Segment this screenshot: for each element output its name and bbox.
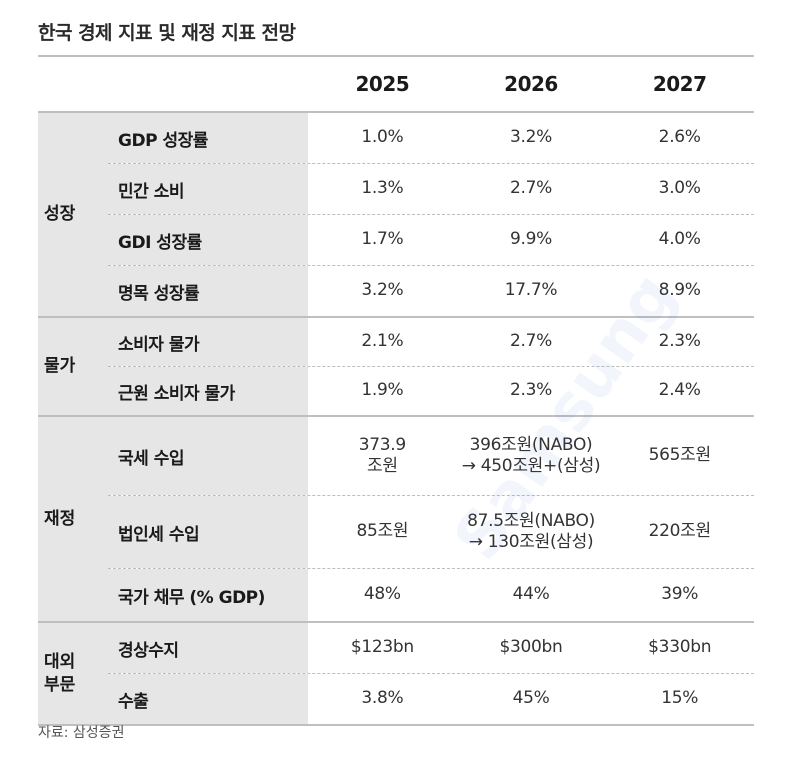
- cell: 3.2%: [510, 127, 552, 148]
- cell: 1.0%: [361, 127, 404, 148]
- row-label: 국가 채무 (% GDP): [108, 569, 308, 621]
- row-label: 명목 성장률: [108, 266, 308, 316]
- table-row: 소비자 물가 2.1% 2.7% 2.3%: [108, 318, 754, 366]
- group-fiscal: 재정 국세 수입 373.9 조원 396조원(NABO) → 450조원+(삼…: [38, 415, 754, 621]
- cell: $330bn: [648, 637, 712, 658]
- year-header: 2027: [652, 72, 707, 96]
- cell: 2.3%: [510, 380, 552, 401]
- cell: 2.7%: [510, 331, 552, 352]
- group-label: 재정: [38, 417, 108, 621]
- cell: 9.9%: [510, 229, 552, 250]
- cell: 220조원: [648, 521, 712, 542]
- cell: 3.2%: [361, 280, 404, 301]
- row-label: 소비자 물가: [108, 318, 308, 366]
- row-label: GDP 성장률: [108, 113, 308, 163]
- header-row: 2025 2026 2027: [38, 57, 754, 111]
- table-row: 명목 성장률 3.2% 17.7% 8.9%: [108, 265, 754, 316]
- table-row: GDI 성장률 1.7% 9.9% 4.0%: [108, 214, 754, 265]
- cell: $123bn: [350, 637, 414, 658]
- group-prices: 물가 소비자 물가 2.1% 2.7% 2.3% 근원 소비자 물가 1.9% …: [38, 316, 754, 415]
- cell: 2.7%: [510, 178, 552, 199]
- table-row: 경상수지 $123bn $300bn $330bn: [108, 623, 754, 673]
- cell: 17.7%: [504, 280, 558, 301]
- page-title: 한국 경제 지표 및 재정 지표 전망: [38, 22, 296, 44]
- cell: 2.3%: [658, 331, 701, 352]
- cell: 2.4%: [658, 380, 701, 401]
- group-label: 성장: [38, 113, 108, 316]
- row-label: GDI 성장률: [108, 215, 308, 265]
- table-row: 국세 수입 373.9 조원 396조원(NABO) → 450조원+(삼성) …: [108, 417, 754, 495]
- table-row: GDP 성장률 1.0% 3.2% 2.6%: [108, 113, 754, 163]
- table-bottom-rule: [38, 724, 754, 726]
- cell: 45%: [512, 688, 550, 709]
- cell: 4.0%: [658, 229, 701, 250]
- row-label: 법인세 수입: [108, 496, 308, 568]
- cell: 39%: [661, 584, 699, 605]
- cell: 373.9 조원: [358, 434, 406, 476]
- cell: 15%: [661, 688, 699, 709]
- row-label: 수출: [108, 674, 308, 724]
- table-row: 수출 3.8% 45% 15%: [108, 673, 754, 724]
- cell: 87.5조원(NABO) → 130조원(삼성): [467, 510, 595, 552]
- group-external: 대외 부문 경상수지 $123bn $300bn $330bn 수출 3.8% …: [38, 621, 754, 724]
- cell: 565조원: [648, 445, 712, 466]
- source-note: 자료: 삼성증권: [38, 725, 125, 741]
- group-label: 대외 부문: [38, 623, 108, 724]
- outlook-table: 2025 2026 2027 성장 GDP 성장률 1.0% 3.2% 2.6%…: [38, 55, 754, 726]
- group-growth: 성장 GDP 성장률 1.0% 3.2% 2.6% 민간 소비 1.3% 2.7…: [38, 111, 754, 316]
- table-row: 국가 채무 (% GDP) 48% 44% 39%: [108, 568, 754, 621]
- cell: 8.9%: [658, 280, 701, 301]
- cell: 1.3%: [361, 178, 404, 199]
- table-row: 근원 소비자 물가 1.9% 2.3% 2.4%: [108, 366, 754, 415]
- cell: 3.8%: [361, 688, 404, 709]
- cell: 85조원: [356, 521, 409, 542]
- year-header: 2025: [355, 72, 410, 96]
- cell: 1.9%: [361, 380, 404, 401]
- row-label: 근원 소비자 물가: [108, 367, 308, 415]
- cell: 1.7%: [361, 229, 404, 250]
- cell: 44%: [512, 584, 550, 605]
- table-row: 민간 소비 1.3% 2.7% 3.0%: [108, 163, 754, 214]
- row-label: 민간 소비: [108, 164, 308, 214]
- row-label: 국세 수입: [108, 417, 308, 495]
- group-label: 물가: [38, 318, 108, 415]
- cell: 3.0%: [658, 178, 701, 199]
- cell: 2.6%: [658, 127, 701, 148]
- year-header: 2026: [504, 72, 558, 96]
- row-label: 경상수지: [108, 623, 308, 673]
- cell: 396조원(NABO) → 450조원+(삼성): [461, 434, 601, 476]
- table-row: 법인세 수입 85조원 87.5조원(NABO) → 130조원(삼성) 220…: [108, 495, 754, 568]
- cell: $300bn: [499, 637, 563, 658]
- cell: 48%: [363, 584, 401, 605]
- cell: 2.1%: [361, 331, 404, 352]
